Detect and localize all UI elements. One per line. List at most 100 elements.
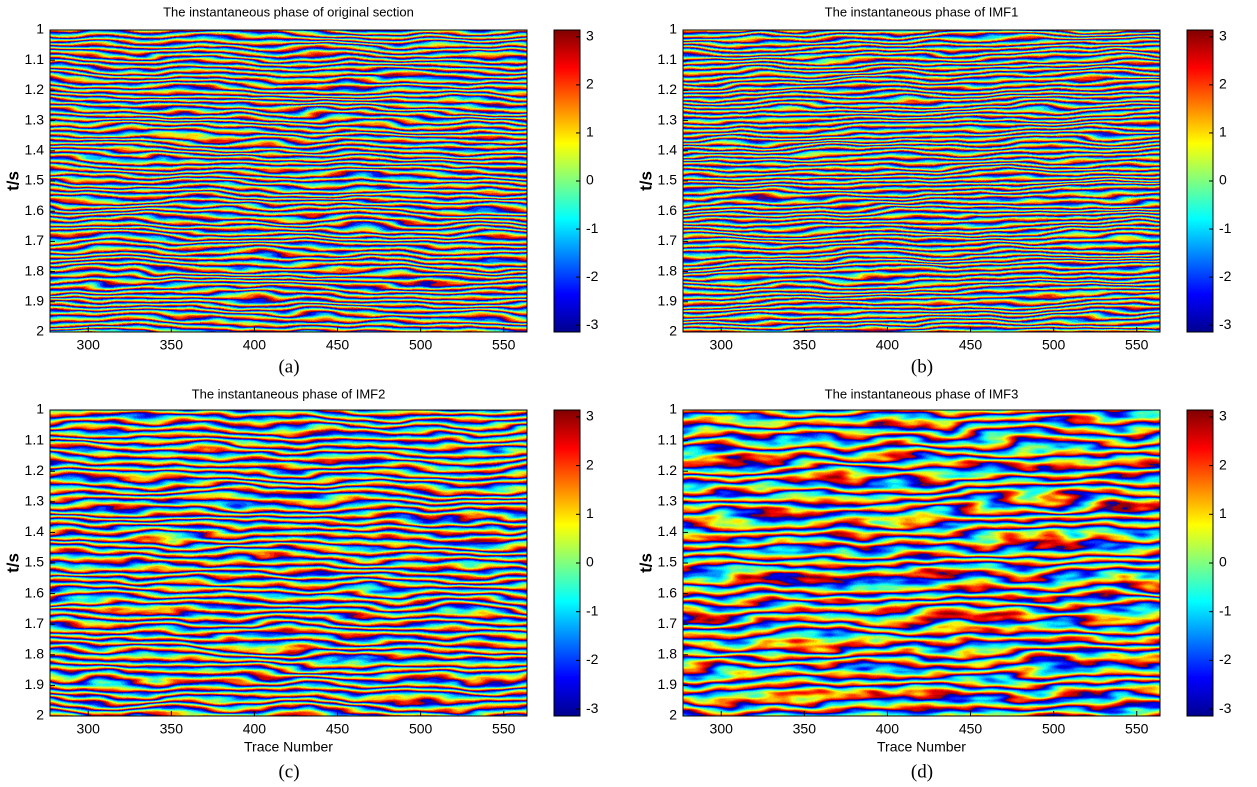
colorbar-tick-label: -1: [586, 220, 599, 236]
y-tick-label: 1.1: [25, 51, 45, 67]
colorbar-tick-label: -3: [586, 316, 599, 332]
y-tick-label: 1.4: [658, 523, 678, 539]
colorbar-tick-label: -2: [1219, 651, 1232, 667]
y-tick-label: 1.7: [658, 615, 678, 631]
y-tick-label: 1.3: [25, 493, 45, 509]
y-tick-label: 1.1: [658, 51, 678, 67]
panel: The instantaneous phase of IMF1 t/s (b) 300…: [636, 4, 1231, 377]
y-axis-label: t/s: [3, 553, 22, 573]
colorbar-tick-label: 3: [1219, 28, 1227, 44]
colorbar-tick-label: 2: [1219, 76, 1227, 92]
panel: The instantaneous phase of IMF3 t/s Trace …: [636, 386, 1231, 782]
phase-texture: [683, 30, 1160, 332]
x-tick-label: 350: [160, 721, 184, 737]
colorbar-tick-label: -1: [586, 602, 599, 618]
y-axis-label: t/s: [636, 171, 655, 191]
x-tick-label: 550: [492, 721, 516, 737]
y-tick-label: 1.2: [658, 462, 678, 478]
y-tick-label: 2: [669, 707, 677, 723]
y-tick-label: 1.7: [658, 232, 678, 248]
x-axis-label: Trace Number: [877, 739, 966, 755]
y-tick-label: 1.9: [25, 676, 45, 692]
y-tick-label: 1: [36, 401, 44, 417]
panel: The instantaneous phase of original sect…: [3, 4, 598, 377]
x-tick-label: 550: [1125, 337, 1149, 353]
y-tick-label: 2: [36, 323, 44, 339]
colorbar-tick-label: 0: [1219, 554, 1227, 570]
panel-caption: (b): [911, 356, 933, 377]
x-tick-label: 300: [710, 337, 734, 353]
phase-texture: [50, 410, 527, 716]
y-tick-label: 2: [669, 323, 677, 339]
y-tick-label: 1.5: [658, 172, 678, 188]
y-tick-label: 1.1: [25, 431, 45, 447]
panel-title: The instantaneous phase of IMF1: [825, 4, 1019, 19]
x-tick-label: 300: [710, 721, 734, 737]
y-tick-label: 1.3: [25, 111, 45, 127]
y-tick-label: 1: [36, 21, 44, 37]
x-tick-label: 400: [876, 721, 900, 737]
x-tick-label: 400: [876, 337, 900, 353]
y-tick-label: 1.5: [25, 172, 45, 188]
y-tick-label: 1: [669, 401, 677, 417]
colorbar-tick-label: 0: [586, 554, 594, 570]
x-tick-label: 500: [1042, 337, 1066, 353]
x-tick-label: 550: [492, 337, 516, 353]
y-tick-label: 1.2: [25, 462, 45, 478]
y-tick-label: 1: [669, 21, 677, 37]
y-axis-label: t/s: [636, 553, 655, 573]
x-axis-label: Trace Number: [244, 739, 333, 755]
colorbar-tick-label: 1: [1219, 124, 1227, 140]
colorbar-tick-label: -3: [586, 700, 599, 716]
phase-image: [683, 30, 1160, 332]
colorbar-tick-label: -2: [586, 651, 599, 667]
colorbar-tick-label: 1: [1219, 505, 1227, 521]
panel-caption: (a): [278, 356, 299, 377]
x-tick-label: 350: [793, 721, 817, 737]
x-tick-label: 500: [1042, 721, 1066, 737]
colorbar-tick-label: 3: [586, 408, 594, 424]
x-tick-label: 450: [326, 721, 350, 737]
y-tick-label: 1.8: [658, 262, 678, 278]
x-tick-label: 450: [326, 337, 350, 353]
colorbar-tick-label: -3: [1219, 316, 1232, 332]
y-tick-label: 1.8: [25, 262, 45, 278]
x-tick-label: 550: [1125, 721, 1149, 737]
panel-title: The instantaneous phase of original sect…: [163, 4, 414, 19]
y-tick-label: 1.9: [25, 293, 45, 309]
y-tick-label: 1.5: [658, 554, 678, 570]
colorbar-tick-label: -2: [586, 268, 599, 284]
y-tick-label: 1.5: [25, 554, 45, 570]
colorbar-tick-label: 1: [586, 124, 594, 140]
y-axis-label: t/s: [3, 171, 22, 191]
colorbar-tick-label: -3: [1219, 700, 1232, 716]
y-tick-label: 1.4: [25, 142, 45, 158]
x-tick-label: 300: [77, 721, 101, 737]
y-tick-label: 1.3: [658, 493, 678, 509]
panel-title: The instantaneous phase of IMF2: [192, 386, 386, 401]
y-tick-label: 1.1: [658, 431, 678, 447]
colorbar-tick-label: 0: [586, 172, 594, 188]
x-tick-label: 450: [959, 721, 983, 737]
phase-image: [50, 410, 527, 716]
x-tick-label: 400: [243, 721, 267, 737]
x-tick-label: 500: [409, 337, 433, 353]
panel-title: The instantaneous phase of IMF3: [825, 386, 1019, 401]
x-tick-label: 300: [77, 337, 101, 353]
x-tick-label: 500: [409, 721, 433, 737]
y-tick-label: 1.8: [25, 646, 45, 662]
phase-texture: [683, 410, 1160, 716]
colorbar-tick-label: 0: [1219, 172, 1227, 188]
y-tick-label: 1.2: [658, 81, 678, 97]
colorbar-tick-label: -1: [1219, 602, 1232, 618]
y-tick-label: 1.4: [25, 523, 45, 539]
colorbar-tick-label: -2: [1219, 268, 1232, 284]
colorbar-tick-label: 1: [586, 505, 594, 521]
x-tick-label: 350: [793, 337, 817, 353]
y-tick-label: 2: [36, 707, 44, 723]
x-tick-label: 400: [243, 337, 267, 353]
y-tick-label: 1.3: [658, 111, 678, 127]
x-tick-label: 350: [160, 337, 184, 353]
panel-caption: (c): [278, 761, 299, 782]
y-tick-label: 1.2: [25, 81, 45, 97]
